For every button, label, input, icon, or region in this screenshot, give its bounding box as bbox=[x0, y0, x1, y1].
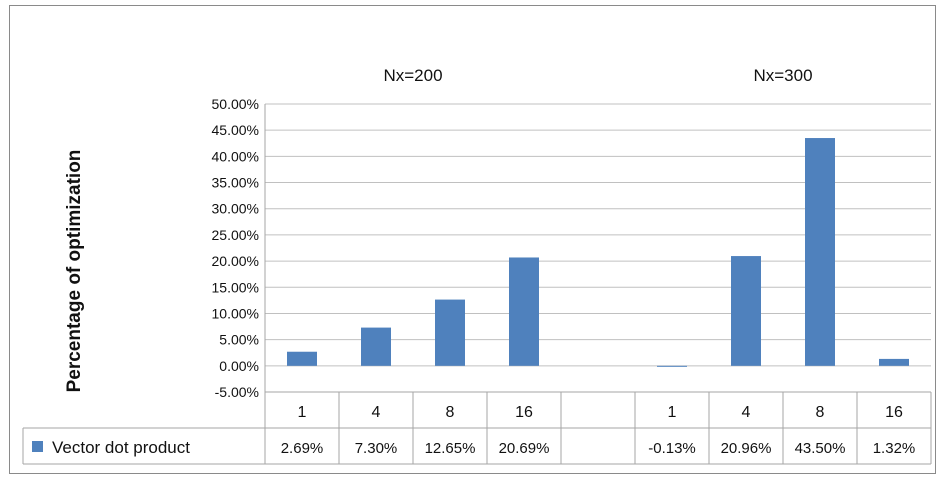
bar bbox=[435, 299, 465, 366]
group-title: Nx=200 bbox=[383, 66, 442, 85]
y-tick-label: 25.00% bbox=[212, 227, 259, 243]
bar bbox=[805, 138, 835, 366]
data-label: 1.32% bbox=[873, 440, 916, 457]
data-label: -0.13% bbox=[648, 440, 696, 457]
data-label: 12.65% bbox=[425, 440, 476, 457]
data-label: 20.96% bbox=[721, 440, 772, 457]
legend-swatch bbox=[32, 441, 43, 452]
data-label: 2.69% bbox=[281, 440, 324, 457]
y-tick-label: 40.00% bbox=[212, 148, 259, 164]
y-tick-label: -5.00% bbox=[215, 384, 259, 400]
data-label: 20.69% bbox=[499, 440, 550, 457]
x-category-label: 16 bbox=[885, 404, 903, 421]
y-tick-label: 10.00% bbox=[212, 305, 259, 321]
y-tick-label: 5.00% bbox=[219, 332, 259, 348]
y-tick-label: 20.00% bbox=[212, 253, 259, 269]
y-tick-label: 0.00% bbox=[219, 358, 259, 374]
x-category-label: 1 bbox=[298, 404, 307, 421]
y-tick-label: 30.00% bbox=[212, 201, 259, 217]
bar bbox=[287, 351, 317, 366]
y-tick-labels: 50.00% 45.00% 40.00% 35.00% 30.00% 25.00% 20.0… bbox=[212, 96, 259, 400]
bar-chart: 50.00%45.00%40.00%35.00%30.00%25.00%20.0… bbox=[22, 66, 932, 465]
data-table: 1 2.69% 4 7.30% 8 12.65% 16 20.69% 1 -0.13% 4 20.96… bbox=[22, 391, 932, 465]
chart-frame: 50.00% 45.00% 40.00% 35.00% 30.00% 25.00% 20.0… bbox=[9, 5, 936, 474]
bars bbox=[287, 138, 909, 367]
bar bbox=[657, 365, 687, 367]
bar bbox=[361, 327, 391, 366]
x-category-label: 8 bbox=[446, 404, 455, 421]
bar bbox=[731, 256, 761, 366]
group-title: Nx=300 bbox=[753, 66, 812, 85]
y-tick-label: 45.00% bbox=[212, 122, 259, 138]
bar bbox=[879, 358, 909, 366]
group-titles: Nx=200 Nx=300 bbox=[383, 66, 812, 85]
data-label: 43.50% bbox=[795, 440, 846, 457]
y-tick-label: 50.00% bbox=[212, 96, 259, 112]
y-axis-label: Percentage of optimization bbox=[64, 150, 85, 393]
x-category-label: 1 bbox=[668, 404, 677, 421]
x-category-label: 4 bbox=[742, 404, 751, 421]
y-tick-label: 15.00% bbox=[212, 279, 259, 295]
bar bbox=[509, 257, 539, 366]
x-category-label: 4 bbox=[372, 404, 381, 421]
y-tick-label: 35.00% bbox=[212, 175, 259, 191]
x-category-label: 16 bbox=[515, 404, 533, 421]
data-label: 7.30% bbox=[355, 440, 398, 457]
x-category-label: 8 bbox=[816, 404, 825, 421]
legend-label: Vector dot product bbox=[52, 438, 190, 457]
